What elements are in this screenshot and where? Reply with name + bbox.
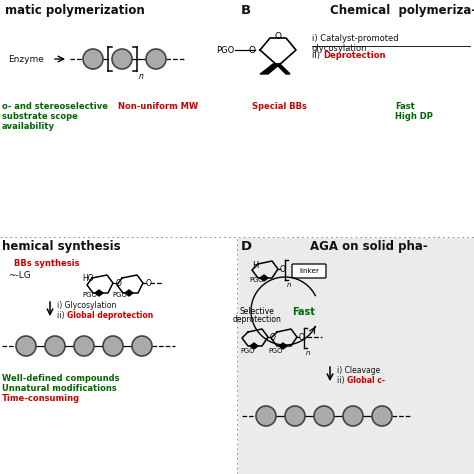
Text: Selective: Selective (239, 307, 274, 316)
Text: Global deprotection: Global deprotection (67, 311, 153, 320)
Text: Non-uniform MW: Non-uniform MW (118, 102, 198, 111)
Text: Time-consuming: Time-consuming (2, 394, 80, 403)
Text: PGO: PGO (82, 292, 97, 298)
Text: Deprotection: Deprotection (323, 51, 385, 60)
Text: PGO: PGO (249, 277, 264, 283)
Text: Special BBs: Special BBs (252, 102, 307, 111)
Bar (238, 238, 474, 474)
Polygon shape (95, 290, 103, 296)
Circle shape (16, 336, 36, 356)
Text: glycosylation: glycosylation (312, 44, 367, 53)
Text: PGO: PGO (216, 46, 234, 55)
Text: High DP: High DP (395, 112, 433, 121)
Circle shape (256, 406, 276, 426)
Text: i) Cleavage: i) Cleavage (337, 366, 380, 375)
Circle shape (372, 406, 392, 426)
Text: n: n (306, 350, 310, 356)
Text: O: O (299, 332, 305, 341)
Text: Chemical  polymeriza-: Chemical polymeriza- (330, 4, 474, 17)
Text: D: D (241, 240, 252, 253)
Polygon shape (279, 343, 287, 349)
Text: Fast: Fast (292, 307, 315, 317)
Text: O: O (270, 332, 276, 341)
Polygon shape (276, 64, 290, 74)
Text: O: O (274, 31, 282, 40)
Polygon shape (260, 275, 268, 281)
Circle shape (103, 336, 123, 356)
Circle shape (132, 336, 152, 356)
Text: n: n (287, 282, 292, 288)
Text: B: B (241, 4, 251, 17)
Text: O: O (280, 264, 286, 273)
Text: O: O (146, 279, 152, 288)
Text: Well-defined compounds: Well-defined compounds (2, 374, 119, 383)
Text: hemical synthesis: hemical synthesis (2, 240, 120, 253)
Text: deprotection: deprotection (233, 315, 282, 324)
Text: H: H (252, 262, 258, 271)
Text: ii): ii) (57, 311, 67, 320)
Polygon shape (260, 64, 280, 74)
Polygon shape (250, 343, 258, 349)
Text: PGO: PGO (240, 348, 255, 354)
Text: ~-LG: ~-LG (8, 272, 31, 281)
Text: i) Catalyst-promoted: i) Catalyst-promoted (312, 34, 399, 43)
Circle shape (314, 406, 334, 426)
Text: availability: availability (2, 122, 55, 131)
Text: i) Glycosylation: i) Glycosylation (57, 301, 117, 310)
Text: HO: HO (82, 274, 94, 283)
Text: n: n (139, 72, 144, 81)
Text: Unnatural modifications: Unnatural modifications (2, 384, 117, 393)
Text: o- and stereoselective: o- and stereoselective (2, 102, 108, 111)
Text: O: O (116, 279, 122, 288)
Circle shape (74, 336, 94, 356)
Text: Fast: Fast (395, 102, 415, 111)
Text: AGA on solid pha-: AGA on solid pha- (310, 240, 428, 253)
Text: substrate scope: substrate scope (2, 112, 78, 121)
Circle shape (45, 336, 65, 356)
Text: O: O (249, 46, 256, 55)
Text: Enzyme: Enzyme (8, 55, 44, 64)
Circle shape (343, 406, 363, 426)
Circle shape (285, 406, 305, 426)
Text: PGO: PGO (112, 292, 127, 298)
Circle shape (83, 49, 103, 69)
Circle shape (146, 49, 166, 69)
Text: ii): ii) (312, 51, 323, 60)
Text: Global c-: Global c- (347, 376, 385, 385)
Text: PGO: PGO (268, 348, 283, 354)
Text: ii): ii) (337, 376, 347, 385)
Polygon shape (125, 290, 133, 296)
FancyBboxPatch shape (292, 264, 326, 278)
Text: matic polymerization: matic polymerization (5, 4, 145, 17)
Text: linker: linker (299, 268, 319, 274)
Text: BBs synthesis: BBs synthesis (14, 259, 80, 268)
Circle shape (112, 49, 132, 69)
